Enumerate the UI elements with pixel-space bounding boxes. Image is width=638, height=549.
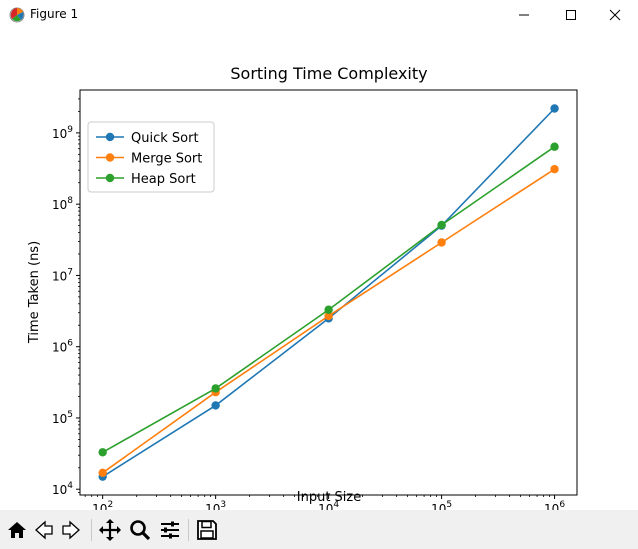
x-axis-label: Input Size — [297, 490, 361, 505]
y-tick-label: 108 — [52, 196, 73, 212]
back-icon — [35, 520, 53, 540]
y-axis: 104 105 106 107 108 109 — [52, 98, 80, 497]
data-point-heap-sort — [550, 142, 559, 151]
matplotlib-icon — [8, 6, 26, 24]
legend-box — [87, 121, 215, 193]
data-point-quick-sort — [211, 401, 220, 410]
zoom-icon — [130, 520, 151, 541]
pan-icon — [99, 519, 121, 541]
window-title: Figure 1 — [30, 7, 79, 21]
toolbar-separator — [188, 519, 189, 541]
close-button[interactable] — [592, 0, 638, 30]
x-tick-label: 102 — [92, 500, 113, 510]
data-point-merge-sort — [324, 311, 333, 321]
toolbar-separator — [91, 519, 92, 541]
zoom-button[interactable] — [128, 518, 152, 542]
subplots-icon — [161, 521, 179, 539]
data-point-quick-sort — [550, 104, 559, 113]
legend-marker — [105, 132, 115, 142]
legend-marker — [105, 153, 115, 162]
chart-svg: Sorting Time Complexity 102 103 104 105 106 … — [27, 64, 578, 516]
y-tick-label: 109 — [52, 125, 73, 141]
home-icon — [8, 522, 26, 538]
figure-canvas[interactable]: Sorting Time Complexity 102 103 104 105 106 … — [0, 30, 638, 516]
navigation-toolbar — [0, 510, 638, 549]
x-tick-label: 105 — [431, 500, 452, 510]
back-button[interactable] — [32, 518, 56, 542]
minimize-icon — [519, 14, 529, 16]
title-bar: Figure 1 — [0, 0, 638, 30]
close-icon — [609, 9, 621, 21]
legend: Quick Sort Merge Sort Heap Sort — [87, 121, 215, 193]
pan-button[interactable] — [98, 518, 122, 542]
plot-lines — [98, 104, 559, 481]
save-icon — [197, 520, 217, 540]
data-point-merge-sort — [98, 468, 107, 478]
data-point-heap-sort — [211, 384, 220, 393]
data-point-merge-sort — [437, 238, 446, 247]
x-tick-label: 106 — [544, 500, 565, 510]
y-axis-label: Time Taken (ns) — [27, 241, 42, 344]
data-point-heap-sort — [324, 305, 333, 314]
series-line-heap-sort — [102, 146, 556, 453]
maximize-button[interactable] — [548, 0, 594, 30]
data-point-heap-sort — [437, 220, 446, 230]
data-point-heap-sort — [98, 448, 107, 457]
x-tick-label: 103 — [205, 500, 226, 510]
y-tick-label: 104 — [52, 481, 73, 497]
minimize-button[interactable] — [501, 0, 547, 30]
forward-icon — [62, 520, 80, 540]
home-button[interactable] — [5, 518, 29, 542]
y-tick-label: 107 — [52, 267, 73, 283]
legend-label: Quick Sort — [131, 131, 199, 146]
chart-title: Sorting Time Complexity — [230, 64, 427, 83]
y-tick-label: 106 — [52, 339, 73, 355]
forward-button[interactable] — [59, 518, 83, 542]
save-button[interactable] — [195, 518, 219, 542]
data-point-merge-sort — [550, 164, 559, 174]
subplots-button[interactable] — [158, 518, 182, 542]
y-tick-label: 105 — [52, 410, 73, 426]
legend-marker — [105, 173, 115, 183]
legend-label: Heap Sort — [131, 172, 196, 187]
legend-label: Merge Sort — [131, 152, 202, 167]
maximize-icon — [566, 10, 576, 20]
